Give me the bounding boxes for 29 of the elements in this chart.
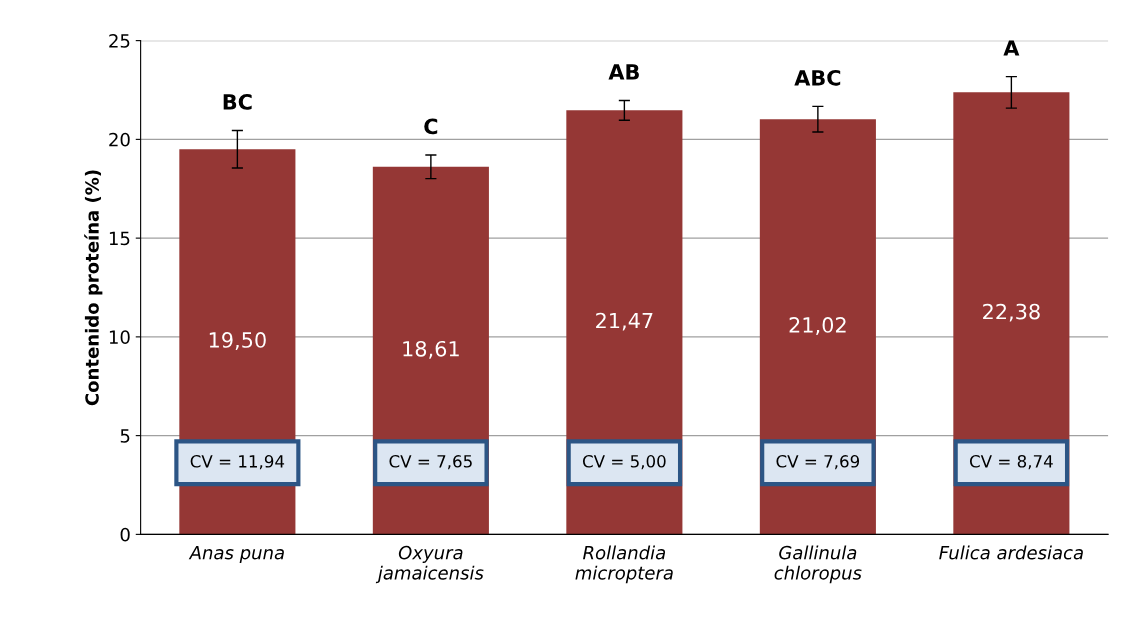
x-tick-label: Gallinula chloropus [774, 545, 862, 584]
data-label: 21,47 [596, 312, 653, 331]
annotation: CV = 11,94 [190, 455, 285, 470]
annotation: ABC [794, 69, 841, 86]
y-tick-label: 0 [120, 527, 130, 542]
data-label: 18,61 [403, 340, 459, 359]
bar [759, 119, 876, 535]
annotation: CV = 8,74 [969, 455, 1053, 470]
y-tick-label: 10 [109, 330, 130, 344]
y-tick-label: 15 [109, 231, 130, 246]
data-label: 22,38 [983, 303, 1040, 322]
annotation: CV = 7,69 [776, 455, 860, 470]
y-tick-label: 5 [120, 429, 130, 443]
annotation: A [1003, 40, 1020, 56]
data-label: 21,02 [789, 317, 846, 335]
annotation: AB [608, 64, 639, 80]
data-label: 19,50 [209, 332, 266, 350]
y-tick-label: 25 [109, 34, 130, 48]
bar [566, 110, 683, 535]
y-tick-label: 20 [109, 132, 130, 147]
y-axis-title: Contenido proteína (%) [84, 170, 103, 406]
annotation: CV = 7,65 [389, 455, 472, 470]
x-tick-label: Rollandia microptera [575, 545, 673, 584]
x-tick-label: Fulica ardesiaca [939, 545, 1083, 560]
x-tick-label: Anas puna [188, 546, 284, 563]
annotation: C [424, 118, 438, 135]
x-tick-label: Oxyura jamaicensis [375, 545, 484, 584]
annotation: CV = 5,00 [582, 455, 666, 470]
annotation: BC [223, 94, 252, 110]
